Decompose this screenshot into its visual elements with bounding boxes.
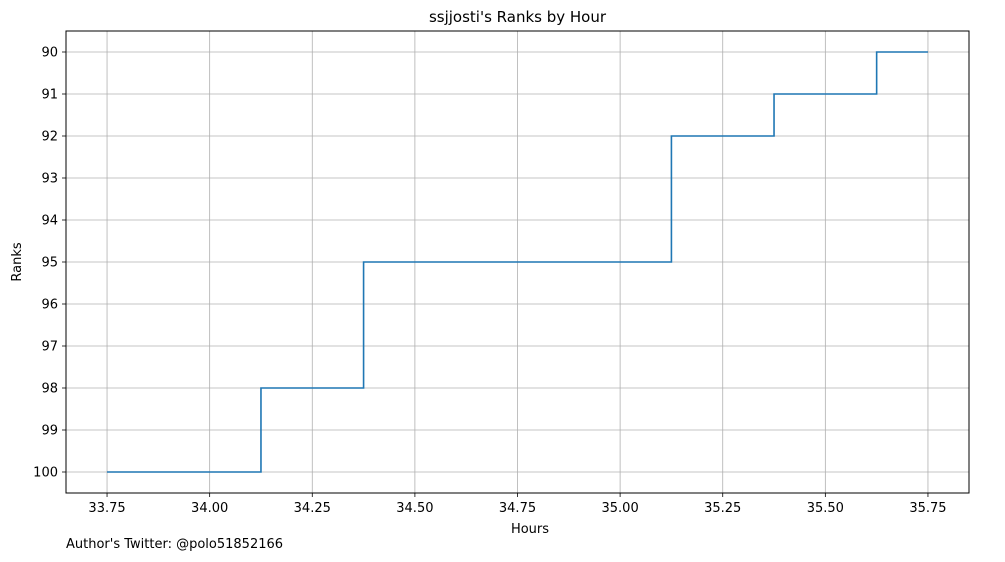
x-tick-label: 33.75 [88, 501, 125, 516]
x-tick-label: 35.25 [704, 501, 741, 516]
author-credit: Author's Twitter: @polo51852166 [66, 537, 284, 552]
x-tick-label: 34.25 [294, 501, 331, 516]
y-tick-label: 91 [41, 88, 58, 103]
series-line-ranks [107, 51, 928, 473]
y-tick-label: 98 [41, 382, 58, 397]
x-tick-label: 35.75 [909, 501, 946, 516]
grid-lines [66, 31, 969, 493]
y-axis-label: Ranks [10, 242, 25, 281]
axis-ticks: 33.75 34.00 34.25 34.50 34.75 35.00 35.25 35.50… [33, 46, 946, 517]
y-tick-label: 92 [41, 130, 58, 145]
x-tick-label: 34.50 [396, 501, 433, 516]
x-tick-label: 34.75 [499, 501, 536, 516]
y-tick-label: 96 [41, 298, 58, 313]
y-tick-label: 90 [41, 46, 58, 61]
x-tick-label: 35.50 [807, 501, 844, 516]
x-tick-label: 35.00 [602, 501, 639, 516]
y-tick-label: 100 [33, 466, 58, 481]
y-tick-label: 97 [41, 340, 58, 355]
x-tick-label: 34.00 [191, 501, 228, 516]
chart-title: ssjjosti's Ranks by Hour [429, 8, 607, 26]
y-tick-label: 95 [41, 256, 58, 271]
y-tick-label: 94 [41, 214, 58, 229]
x-axis-label: Hours [511, 522, 549, 537]
y-tick-label: 93 [41, 172, 58, 187]
y-tick-label: 99 [41, 424, 58, 439]
